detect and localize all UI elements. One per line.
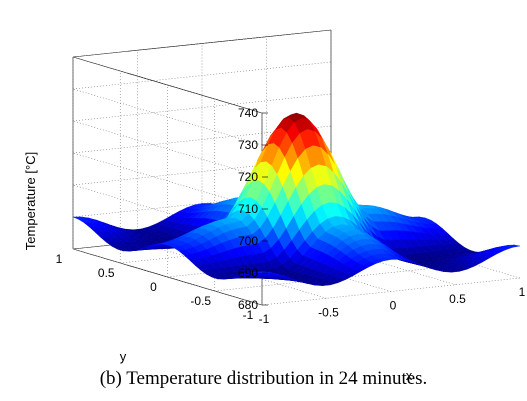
x-tick-label: 0.5 [449,292,466,306]
z-axis-label: Temperature [°C] [23,152,38,250]
z-tick-label: 720 [238,170,258,184]
y-axis-label: y [120,349,127,364]
z-tick-label: 680 [238,298,258,312]
y-tick-label: 0 [150,280,157,294]
y-tick-label: 1 [56,252,63,266]
y-tick-label: -1 [243,308,254,322]
z-tick-label: 730 [238,138,258,152]
left-top-edge [72,56,263,114]
grid-line [261,277,521,306]
x-tick-label: -1 [259,312,270,326]
surface-patch [506,244,521,248]
x-tick-label: 0 [390,299,397,313]
figure-caption: (b) Temperature distribution in 24 minut… [99,368,428,389]
y-tick-label: -0.5 [190,294,211,308]
z-tick-label: 690 [238,266,258,280]
x-axis-label: x [406,368,413,383]
grid-line [72,29,332,58]
z-tick-label: 700 [238,234,258,248]
x-tick-label: -0.5 [318,305,339,319]
x-tick-label: 1 [519,285,526,299]
z-tick-label: 740 [238,106,258,120]
grid-line [72,93,332,122]
z-tick-label: 710 [238,202,258,216]
y-tick-label: 0.5 [98,266,115,280]
